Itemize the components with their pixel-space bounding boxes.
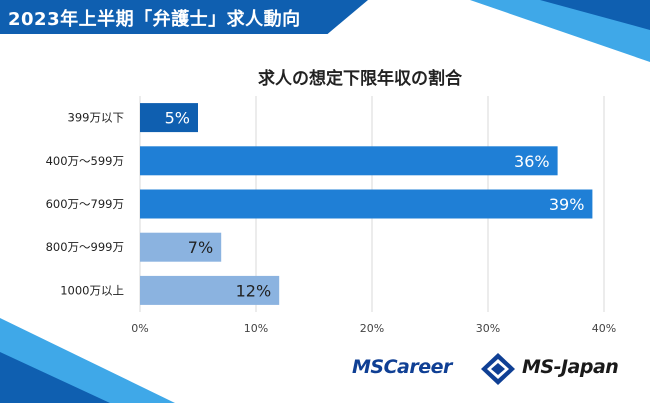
mscareer-logo: MSCareer [352, 356, 452, 378]
data-label: 7% [188, 238, 213, 257]
category-label: 400万～599万 [46, 154, 124, 168]
ms-japan-logo: MS-Japan [522, 356, 619, 378]
category-label: 1000万以上 [60, 283, 124, 297]
category-label: 600万～799万 [46, 197, 124, 211]
bar [140, 232, 222, 262]
bar [140, 189, 593, 219]
bar [140, 146, 558, 176]
bar [140, 103, 198, 133]
data-label: 12% [236, 281, 272, 300]
data-label: 36% [514, 152, 550, 171]
x-tick-label: 40% [592, 322, 616, 335]
header-banner [0, 0, 368, 34]
data-label: 39% [549, 195, 585, 214]
bar [140, 275, 280, 305]
header-title: 2023年上半期「弁護士」求人動向 [8, 9, 301, 30]
x-tick-label: 0% [131, 322, 148, 335]
x-tick-label: 20% [360, 322, 384, 335]
category-label: 800万～999万 [46, 240, 124, 254]
chart-title: 求人の想定下限年収の割合 [258, 69, 462, 89]
data-label: 5% [165, 109, 190, 128]
category-label: 399万以下 [68, 111, 124, 125]
ms-diamond-icon [481, 353, 515, 385]
brand-logos: MSCareer MS-Japan [352, 352, 632, 386]
x-tick-label: 30% [476, 322, 500, 335]
x-tick-label: 10% [244, 322, 268, 335]
